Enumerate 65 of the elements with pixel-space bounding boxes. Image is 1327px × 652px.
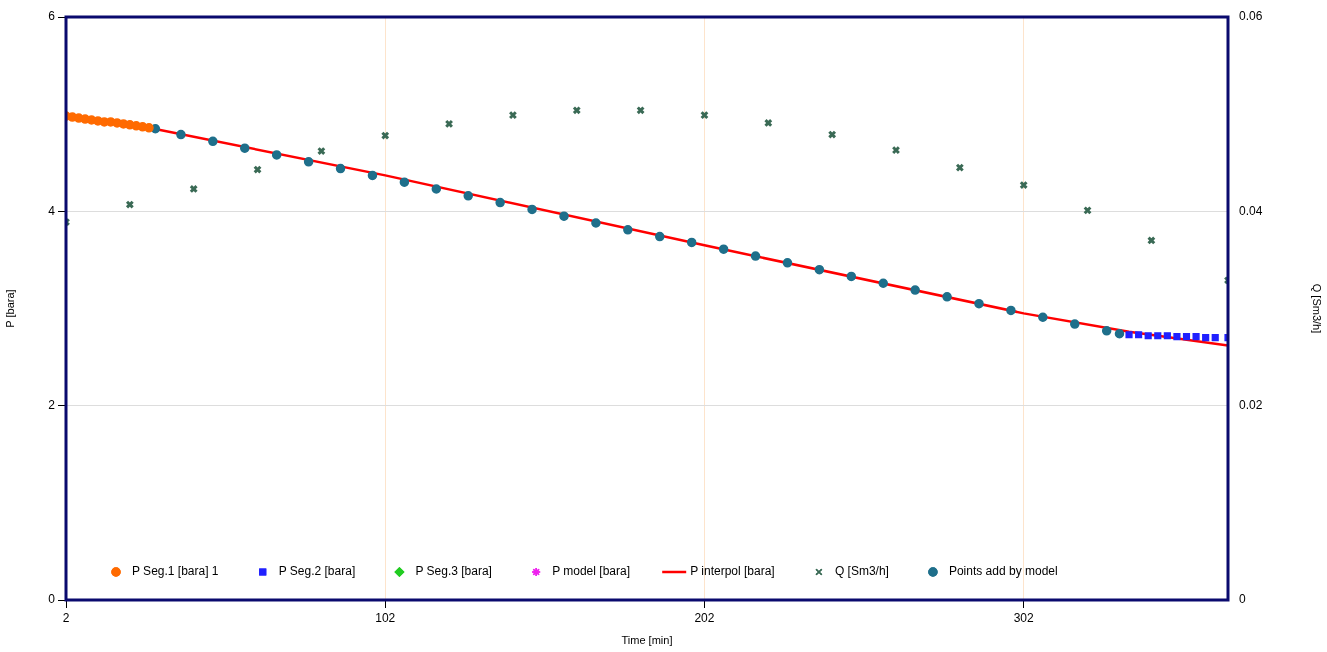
point bbox=[335, 163, 346, 174]
point bbox=[1101, 326, 1112, 336]
point bbox=[1211, 334, 1219, 342]
point bbox=[1114, 329, 1125, 339]
point bbox=[1192, 333, 1200, 341]
point bbox=[1163, 332, 1171, 340]
point bbox=[655, 231, 665, 242]
point bbox=[176, 129, 186, 140]
point bbox=[559, 211, 569, 221]
point bbox=[1202, 334, 1210, 342]
point bbox=[718, 244, 729, 254]
point bbox=[782, 258, 793, 268]
legend-label: Points add by model bbox=[948, 564, 1058, 579]
x-axis-title: Time [min] bbox=[621, 634, 673, 647]
point bbox=[399, 177, 410, 187]
x-tick-label: 2 bbox=[62, 610, 70, 625]
point bbox=[1182, 333, 1191, 341]
point bbox=[303, 157, 314, 167]
point bbox=[974, 298, 984, 309]
point bbox=[1125, 331, 1133, 339]
point bbox=[1006, 305, 1016, 316]
point bbox=[527, 204, 537, 215]
point bbox=[623, 225, 633, 235]
point bbox=[240, 143, 250, 153]
point bbox=[591, 218, 601, 228]
legend-label: P interpol [bara] bbox=[690, 564, 775, 579]
point bbox=[846, 271, 857, 282]
x-tick-label: 202 bbox=[694, 610, 715, 625]
point bbox=[750, 251, 761, 261]
point bbox=[1038, 312, 1048, 322]
point bbox=[686, 237, 697, 248]
point bbox=[144, 123, 154, 133]
legend-label: Q [Sm3/h] bbox=[834, 564, 889, 579]
legend-label: P model [bara] bbox=[552, 564, 630, 579]
point bbox=[495, 197, 505, 208]
point bbox=[208, 136, 218, 147]
point bbox=[463, 191, 473, 201]
y2-tick-label: 0.02 bbox=[1239, 397, 1263, 412]
y2-tick-label: 0.06 bbox=[1239, 9, 1263, 24]
legend-label: P Seg.2 [bara] bbox=[278, 564, 356, 579]
y-tick-label: 6 bbox=[48, 9, 56, 24]
y2-tick-label: 0 bbox=[1239, 592, 1246, 607]
legend-label: P Seg.3 [bara] bbox=[415, 564, 492, 579]
y-tick-label: 0 bbox=[48, 592, 56, 607]
x-tick-label: 102 bbox=[375, 610, 396, 625]
point bbox=[910, 285, 920, 295]
point bbox=[1070, 319, 1080, 329]
legend-label: P Seg.1 [bara] 1 bbox=[132, 564, 219, 579]
point bbox=[878, 278, 888, 288]
point bbox=[1154, 332, 1162, 340]
point bbox=[271, 150, 282, 160]
x-tick-label: 302 bbox=[1013, 610, 1035, 625]
point bbox=[431, 184, 442, 194]
point bbox=[367, 170, 378, 181]
y-tick-label: 2 bbox=[48, 397, 56, 412]
point bbox=[814, 264, 825, 275]
y-axis-title: P [bara] bbox=[3, 289, 16, 328]
y-tick-label: 4 bbox=[48, 203, 56, 218]
y2-axis-title: Q [Sm3/h] bbox=[1311, 283, 1324, 334]
point bbox=[1135, 331, 1143, 339]
point bbox=[942, 292, 952, 302]
point bbox=[1144, 332, 1152, 340]
point bbox=[1173, 333, 1181, 341]
y2-tick-label: 0.04 bbox=[1239, 203, 1263, 218]
point bbox=[891, 145, 901, 155]
